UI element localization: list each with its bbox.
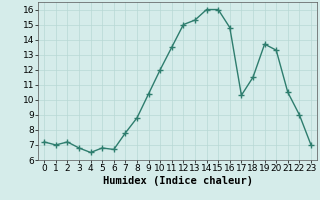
X-axis label: Humidex (Indice chaleur): Humidex (Indice chaleur): [103, 176, 252, 186]
